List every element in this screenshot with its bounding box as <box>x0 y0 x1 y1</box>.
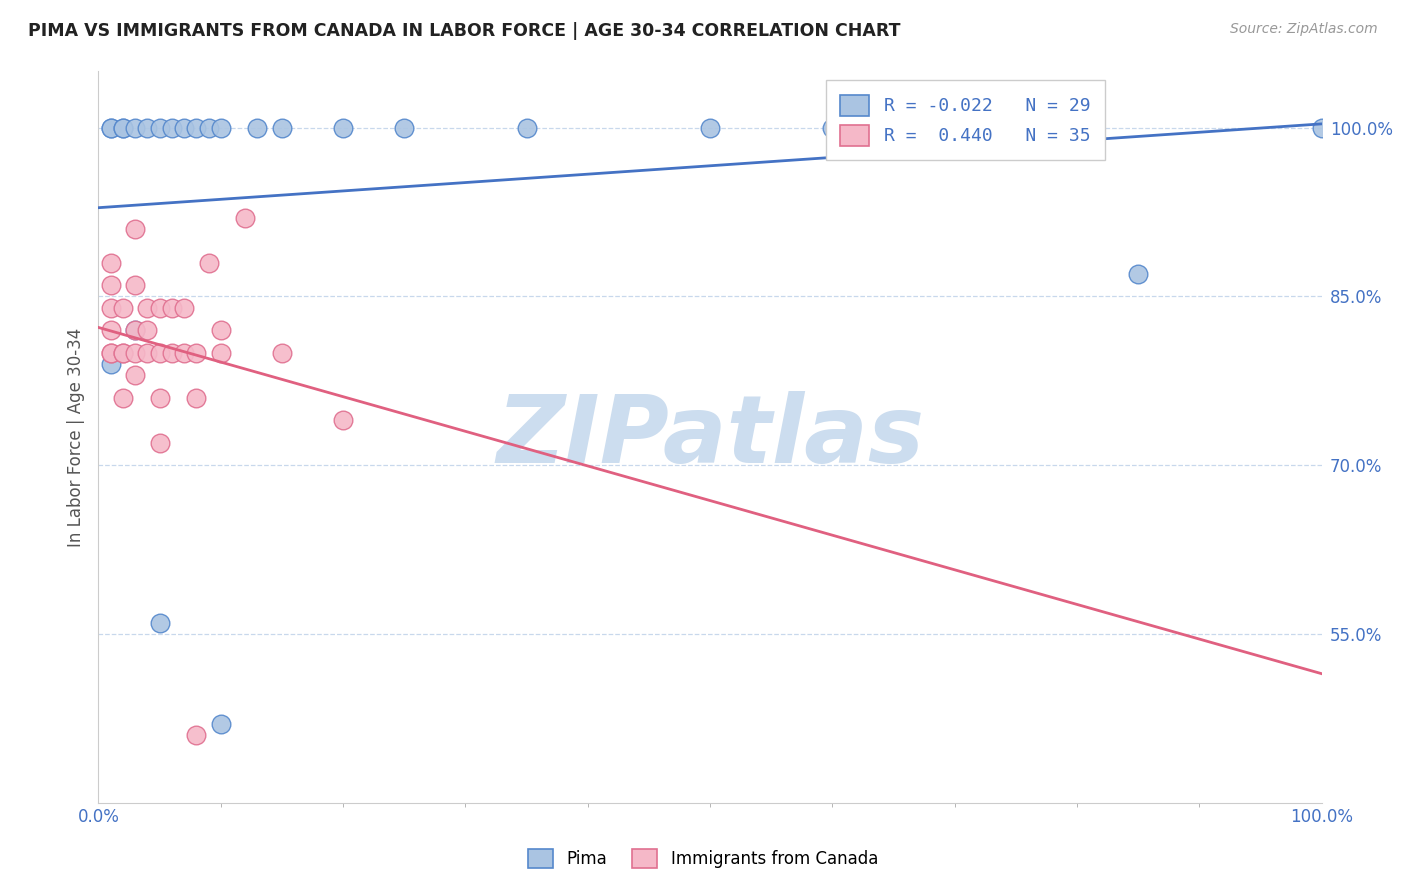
Text: Source: ZipAtlas.com: Source: ZipAtlas.com <box>1230 22 1378 37</box>
Text: PIMA VS IMMIGRANTS FROM CANADA IN LABOR FORCE | AGE 30-34 CORRELATION CHART: PIMA VS IMMIGRANTS FROM CANADA IN LABOR … <box>28 22 901 40</box>
Point <box>124 345 146 359</box>
Legend: R = -0.022   N = 29, R =  0.440   N = 35: R = -0.022 N = 29, R = 0.440 N = 35 <box>825 80 1105 160</box>
Point <box>883 120 905 135</box>
Point <box>100 301 122 315</box>
Point <box>233 211 256 225</box>
Point <box>149 301 172 315</box>
Point <box>124 368 146 383</box>
Point <box>149 615 172 630</box>
Point <box>124 222 146 236</box>
Point <box>100 345 122 359</box>
Point <box>173 120 195 135</box>
Point <box>186 728 208 742</box>
Point <box>124 120 146 135</box>
Point <box>1066 120 1088 135</box>
Point <box>270 120 294 135</box>
Point <box>149 345 172 359</box>
Point <box>111 120 134 135</box>
Point <box>124 323 146 337</box>
Point <box>1128 267 1150 281</box>
Point <box>943 120 966 135</box>
Point <box>160 345 183 359</box>
Point <box>136 323 159 337</box>
Point <box>149 391 172 405</box>
Point <box>1004 120 1026 135</box>
Text: ZIPatlas: ZIPatlas <box>496 391 924 483</box>
Point <box>516 120 538 135</box>
Point <box>149 435 172 450</box>
Point <box>699 120 721 135</box>
Point <box>209 323 232 337</box>
Point <box>821 120 844 135</box>
Point <box>124 323 146 337</box>
Y-axis label: In Labor Force | Age 30-34: In Labor Force | Age 30-34 <box>66 327 84 547</box>
Point <box>136 120 159 135</box>
Point <box>186 345 208 359</box>
Point <box>197 255 219 269</box>
Point <box>100 120 122 135</box>
Point <box>111 120 134 135</box>
Point <box>209 345 232 359</box>
Point <box>1310 120 1333 135</box>
Point <box>173 345 195 359</box>
Point <box>209 717 232 731</box>
Point <box>392 120 416 135</box>
Point <box>186 391 208 405</box>
Point <box>100 278 122 293</box>
Point <box>173 301 195 315</box>
Point <box>136 345 159 359</box>
Point <box>186 120 208 135</box>
Point <box>136 301 159 315</box>
Point <box>270 345 294 359</box>
Point <box>100 255 122 269</box>
Point <box>111 301 134 315</box>
Point <box>100 323 122 337</box>
Point <box>111 345 134 359</box>
Point <box>197 120 219 135</box>
Point <box>100 357 122 371</box>
Point <box>332 120 354 135</box>
Point <box>100 345 122 359</box>
Point <box>111 345 134 359</box>
Legend: Pima, Immigrants from Canada: Pima, Immigrants from Canada <box>522 842 884 875</box>
Point <box>332 413 354 427</box>
Point <box>149 120 172 135</box>
Point <box>100 120 122 135</box>
Point <box>111 391 134 405</box>
Point <box>124 278 146 293</box>
Point <box>160 120 183 135</box>
Point <box>209 120 232 135</box>
Point <box>246 120 269 135</box>
Point <box>160 301 183 315</box>
